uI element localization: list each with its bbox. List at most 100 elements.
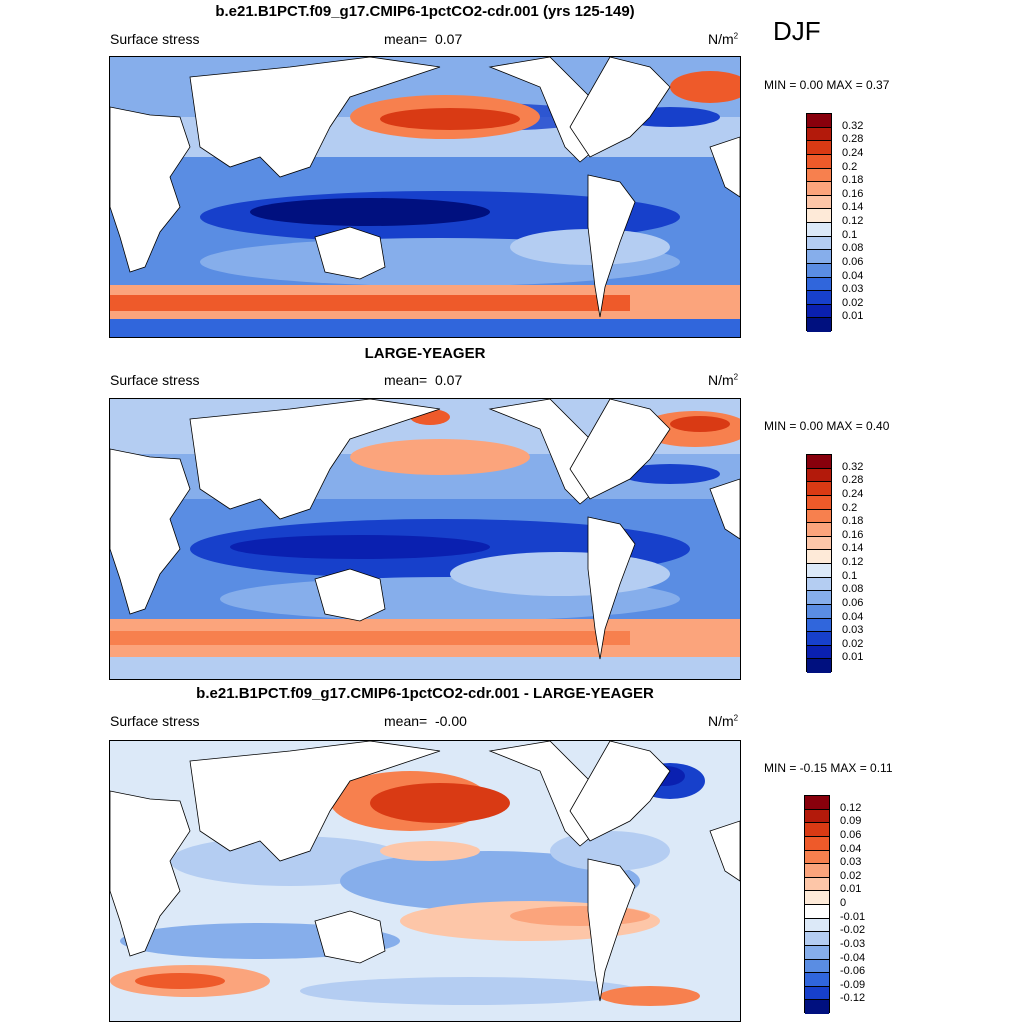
panel-2-mean: mean= 0.07 [384,372,462,388]
colorbar-swatch [807,495,831,510]
colorbar-swatch [807,291,831,305]
colorbar-swatch [805,1000,829,1014]
panel-2-colorbar [806,454,832,673]
colorbar-tick-label: 0.02 [842,296,864,309]
panel-3-units-base: N/m [708,713,734,729]
colorbar-tick-label: -0.12 [840,992,866,1005]
colorbar-swatch [807,277,831,292]
colorbar-swatch [805,877,829,892]
colorbar-swatch [807,659,831,673]
colorbar-tick-label: 0.02 [842,637,864,650]
colorbar-swatch [807,318,831,332]
colorbar-swatch [807,591,831,605]
colorbar-tick-label: 0.08 [842,583,864,596]
panel-1-map-plot [110,57,740,337]
panel-3-mean: mean= -0.00 [384,713,467,729]
panel-1-variable: Surface stress [110,31,200,47]
colorbar-tick-label: 0.18 [842,515,864,528]
colorbar-swatch [807,536,831,551]
colorbar-swatch [805,973,829,987]
colorbar-tick-label: 0.12 [840,801,862,814]
colorbar-swatch [807,604,831,619]
colorbar-swatch [805,932,829,946]
panel-1-units-base: N/m [708,31,734,47]
colorbar-tick-label: 0.04 [842,269,864,282]
colorbar-swatch [807,236,831,251]
panel-2-title: LARGE-YEAGER [364,345,486,362]
colorbar-tick-label: 0.01 [842,651,864,664]
panel-1-units: N/m2 [708,31,738,47]
colorbar-tick-label: 0.09 [840,815,862,828]
colorbar-tick-label: 0.14 [842,542,864,555]
panel-3-colorbar [804,795,830,1014]
colorbar-swatch [807,141,831,155]
panel-2-variable: Surface stress [110,372,200,388]
panel-2-units: N/m2 [708,372,738,388]
colorbar-swatch [805,905,829,919]
colorbar-tick-label: 0.01 [840,883,862,896]
season-label: DJF [773,16,821,46]
colorbar-tick-label: 0.1 [842,569,858,582]
colorbar-swatch [807,304,831,319]
panel-3-mean-value: -0.00 [434,713,467,729]
colorbar-tick-label: 0.02 [840,869,862,882]
colorbar-swatch [807,577,831,592]
colorbar-tick-label: 0.14 [842,201,864,214]
panel-1-minmax: MIN = 0.00 MAX = 0.37 [764,78,890,92]
panel-1-colorbar [806,113,832,332]
panel-3-map-plot [110,741,740,1021]
colorbar-swatch [807,168,831,183]
panel-3-title: b.e21.B1PCT.f09_g17.CMIP6-1pctCO2-cdr.00… [196,685,654,702]
colorbar-swatch [807,618,831,633]
colorbar-swatch [807,263,831,278]
panel-3-mean-label: mean= [384,713,428,729]
colorbar-swatch [805,945,829,960]
colorbar-swatch [805,796,829,810]
panel-1-mean-value: 0.07 [434,31,463,47]
colorbar-swatch [805,918,829,933]
colorbar-swatch [807,114,831,128]
colorbar-tick-label: 0.28 [842,474,864,487]
colorbar-tick-label: 0.32 [842,119,864,132]
colorbar-tick-label: 0.04 [842,610,864,623]
colorbar-tick-label: 0.2 [842,160,858,173]
panel-1-units-exp: 2 [733,31,739,41]
colorbar-swatch [807,564,831,578]
colorbar-swatch [807,645,831,660]
colorbar-tick-label: 0.2 [842,501,858,514]
colorbar-tick-label: 0.04 [840,842,862,855]
panel-3-variable: Surface stress [110,713,200,729]
colorbar-swatch [807,523,831,537]
colorbar-tick-label: 0.12 [842,556,864,568]
colorbar-tick-label: 0.16 [842,187,864,200]
colorbar-swatch [805,809,829,824]
colorbar-tick-label: 0 [840,897,847,909]
colorbar-swatch [807,195,831,210]
colorbar-tick-label: 0.12 [842,215,864,227]
colorbar-tick-label: 0.03 [842,283,864,296]
panel-2-mean-value: 0.07 [434,372,463,388]
colorbar-swatch [805,864,829,878]
colorbar-tick-label: 0.06 [842,255,864,268]
panel-3-units-exp: 2 [733,713,739,723]
colorbar-swatch [807,127,831,142]
colorbar-swatch [807,223,831,237]
colorbar-tick-label: -0.09 [840,978,866,991]
panel-1-mean: mean= 0.07 [384,31,462,47]
colorbar-tick-label: 0.01 [842,310,864,323]
colorbar-swatch [805,986,829,1001]
colorbar-tick-label: 0.32 [842,460,864,473]
colorbar-swatch [807,509,831,524]
panel-2-map [109,398,741,680]
colorbar-swatch [807,250,831,264]
colorbar-tick-label: 0.24 [842,487,864,500]
panel-2-mean-label: mean= [384,372,428,388]
colorbar-tick-label: 0.06 [842,596,864,609]
panel-3-minmax: MIN = -0.15 MAX = 0.11 [764,761,893,775]
colorbar-swatch [805,891,829,905]
panel-3-units: N/m2 [708,713,738,729]
colorbar-tick-label: 0.28 [842,133,864,146]
colorbar-swatch [805,836,829,851]
colorbar-tick-label: 0.06 [840,828,862,841]
colorbar-tick-label: -0.02 [840,924,866,937]
